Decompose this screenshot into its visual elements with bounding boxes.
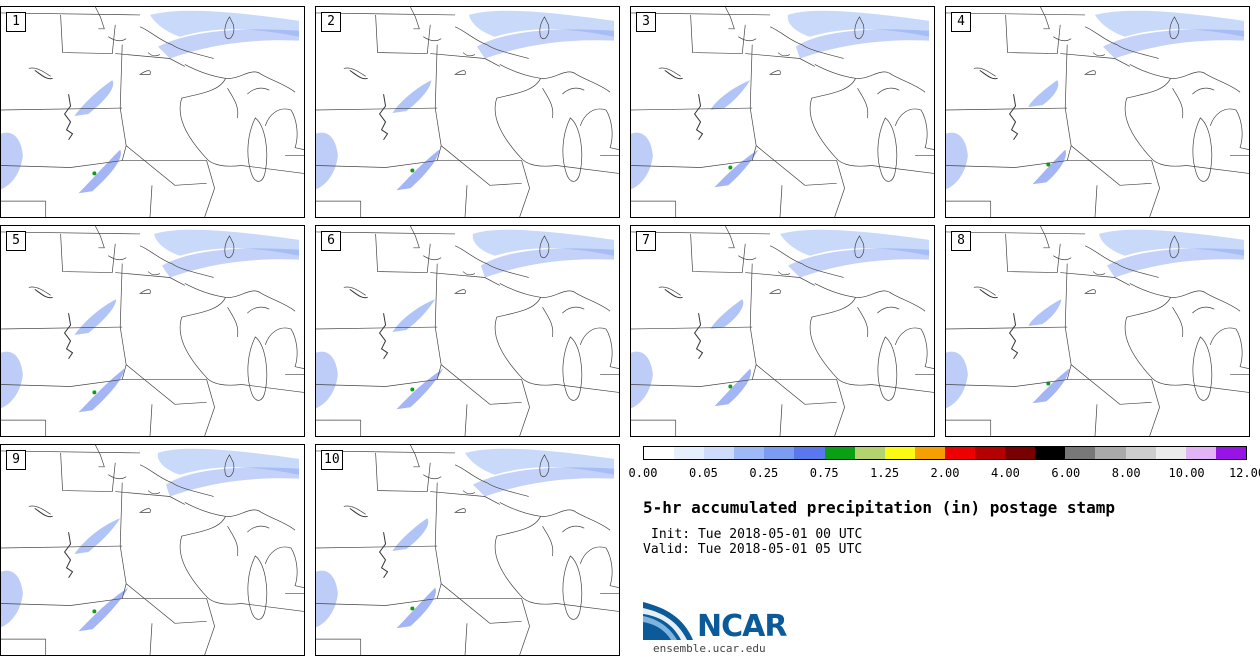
colorbar-tick-label: 4.00 [990, 466, 1020, 480]
colorbar-swatch [1065, 447, 1096, 459]
colorbar-tick-label: 1.25 [870, 466, 900, 480]
map-panel-9: 9 [0, 444, 305, 656]
ncar-logo-icon [643, 602, 693, 640]
member-number-label: 8 [951, 231, 971, 251]
member-number-label: 9 [6, 450, 26, 470]
member-number-label: 6 [321, 231, 341, 251]
colorbar-swatch [944, 447, 976, 459]
colorbar-swatch [674, 447, 705, 459]
member-number-label: 4 [951, 12, 971, 32]
colorbar-swatch [764, 447, 795, 459]
colorbar-swatch [644, 447, 675, 459]
valid-time: Valid: Tue 2018-05-01 05 UTC [643, 542, 863, 557]
precip-map [946, 7, 1249, 217]
colorbar-swatch [1215, 447, 1246, 459]
colorbar-tick-label: 10.00 [1168, 466, 1205, 480]
map-panel-5: 5 [0, 225, 305, 437]
colorbar-tick-label: 0.05 [688, 466, 718, 480]
colorbar-swatch [884, 447, 915, 459]
precip-map [1, 445, 304, 655]
member-number-label: 10 [321, 450, 343, 470]
precip-map [946, 226, 1249, 436]
colorbar-swatch [704, 447, 735, 459]
map-panel-2: 2 [315, 6, 620, 218]
colorbar-swatch [854, 447, 885, 459]
map-panel-4: 4 [945, 6, 1250, 218]
map-panel-3: 3 [630, 6, 935, 218]
colorbar-tick-label: 6.00 [1051, 466, 1081, 480]
precip-map [316, 226, 619, 436]
colorbar-swatch [794, 447, 825, 459]
map-panel-8: 8 [945, 225, 1250, 437]
precip-colorbar [643, 446, 1247, 460]
precip-map [1, 226, 304, 436]
colorbar-swatch [975, 447, 1006, 459]
ncar-logo-wordmark: NCAR [697, 609, 787, 644]
member-number-label: 5 [6, 231, 26, 251]
precip-map [631, 226, 934, 436]
precip-map [316, 445, 619, 655]
precip-map [1, 7, 304, 217]
precip-map [316, 7, 619, 217]
colorbar-tick-label: 12.00 [1228, 466, 1260, 480]
colorbar-swatch [1125, 447, 1156, 459]
logo-url: ensemble.ucar.edu [653, 642, 766, 655]
colorbar-tick-label: 0.75 [809, 466, 839, 480]
colorbar-swatch [1035, 447, 1066, 459]
colorbar-swatch [914, 447, 945, 459]
precip-map [631, 7, 934, 217]
colorbar-swatch [1185, 447, 1216, 459]
map-panel-1: 1 [0, 6, 305, 218]
colorbar-swatch [734, 447, 765, 459]
member-number-label: 1 [6, 12, 26, 32]
colorbar-swatch [824, 447, 855, 459]
colorbar-tick-label: 0.00 [628, 466, 658, 480]
map-panel-7: 7 [630, 225, 935, 437]
colorbar-swatch [1155, 447, 1186, 459]
init-time: Init: Tue 2018-05-01 00 UTC [651, 527, 863, 542]
map-panel-6: 6 [315, 225, 620, 437]
figure-title: 5-hr accumulated precipitation (in) post… [643, 498, 1116, 517]
colorbar-tick-label: 0.25 [749, 466, 779, 480]
colorbar-swatch [1095, 447, 1126, 459]
colorbar-tick-label: 2.00 [930, 466, 960, 480]
colorbar-swatch [1005, 447, 1036, 459]
map-panel-10: 10 [315, 444, 620, 656]
member-number-label: 7 [636, 231, 656, 251]
member-number-label: 3 [636, 12, 656, 32]
member-number-label: 2 [321, 12, 341, 32]
colorbar-tick-label: 8.00 [1111, 466, 1141, 480]
